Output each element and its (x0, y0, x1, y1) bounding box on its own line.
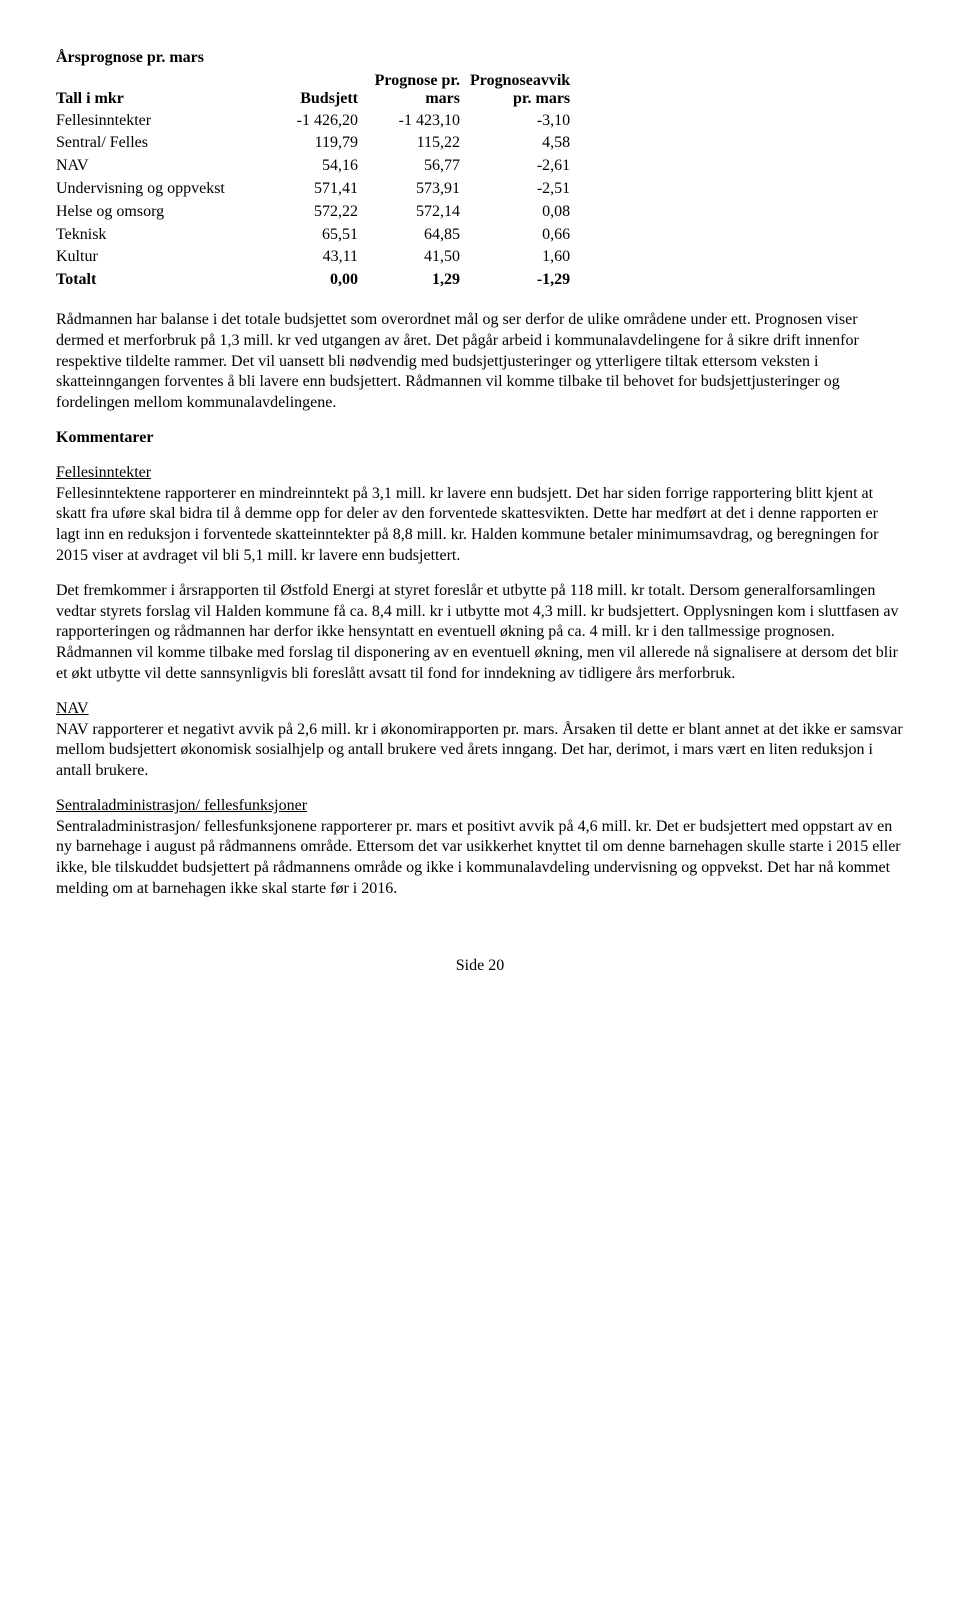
table-row: Fellesinntekter-1 426,20-1 423,10-3,10 (56, 110, 580, 133)
table-row-total: Totalt0,001,29-1,29 (56, 269, 580, 292)
row-c2: -1 423,10 (368, 110, 470, 133)
forecast-table: Tall i mkr Budsjett Prognose pr. mars Pr… (56, 71, 580, 292)
th-col3-l1: Prognoseavvik (470, 72, 570, 90)
row-c1: -1 426,20 (266, 110, 368, 133)
section-paragraph: NAV rapporterer et negativt avvik på 2,6… (56, 720, 904, 782)
th-col1-l2: Budsjett (266, 90, 358, 108)
row-label: Teknisk (56, 224, 266, 247)
section-paragraph: Det fremkommer i årsrapporten til Østfol… (56, 581, 904, 685)
row-c2: 115,22 (368, 132, 470, 155)
row-c3: 4,58 (470, 132, 580, 155)
section-title-sentral: Sentraladministrasjon/ fellesfunksjoner (56, 796, 904, 817)
row-c3: -2,51 (470, 178, 580, 201)
section-title-nav: NAV (56, 699, 904, 720)
row-c2: 41,50 (368, 246, 470, 269)
table-row: Kultur43,1141,501,60 (56, 246, 580, 269)
paragraph-intro: Rådmannen har balanse i det totale budsj… (56, 310, 904, 414)
row-c3: 1,60 (470, 246, 580, 269)
section-title-fellesinntekter: Fellesinntekter (56, 463, 904, 484)
row-c3: -2,61 (470, 155, 580, 178)
th-col3: Prognoseavvik pr. mars (470, 71, 580, 110)
row-c3: -3,10 (470, 110, 580, 133)
row-c1: 65,51 (266, 224, 368, 247)
table-row: Sentral/ Felles119,79115,224,58 (56, 132, 580, 155)
table-row: Helse og omsorg572,22572,140,08 (56, 201, 580, 224)
page-footer: Side 20 (56, 956, 904, 977)
row-c3: 0,08 (470, 201, 580, 224)
row-label: Helse og omsorg (56, 201, 266, 224)
table-row: Undervisning og oppvekst571,41573,91-2,5… (56, 178, 580, 201)
th-col2-l1: Prognose pr. (368, 72, 460, 90)
row-label: Fellesinntekter (56, 110, 266, 133)
row-c2: 64,85 (368, 224, 470, 247)
section-paragraph: Sentraladministrasjon/ fellesfunksjonene… (56, 817, 904, 900)
row-label: Sentral/ Felles (56, 132, 266, 155)
th-col2-l2: mars (368, 90, 460, 108)
row-c2: 56,77 (368, 155, 470, 178)
table-row: Teknisk65,5164,850,66 (56, 224, 580, 247)
row-c1: 572,22 (266, 201, 368, 224)
th-col2: Prognose pr. mars (368, 71, 470, 110)
row-c3: 0,66 (470, 224, 580, 247)
section-paragraph: Fellesinntektene rapporterer en mindrein… (56, 484, 904, 567)
row-c2: 572,14 (368, 201, 470, 224)
row-label: Undervisning og oppvekst (56, 178, 266, 201)
row-c2: 573,91 (368, 178, 470, 201)
row-c2: 1,29 (368, 269, 470, 292)
row-c1: 0,00 (266, 269, 368, 292)
row-label: NAV (56, 155, 266, 178)
table-row: NAV54,1656,77-2,61 (56, 155, 580, 178)
table-title: Årsprognose pr. mars (56, 48, 904, 69)
th-col1: Budsjett (266, 71, 368, 110)
row-c1: 571,41 (266, 178, 368, 201)
row-label: Totalt (56, 269, 266, 292)
row-c1: 54,16 (266, 155, 368, 178)
row-c1: 119,79 (266, 132, 368, 155)
row-label: Kultur (56, 246, 266, 269)
th-col0-l2: Tall i mkr (56, 90, 256, 108)
th-col3-l2: pr. mars (470, 90, 570, 108)
row-c1: 43,11 (266, 246, 368, 269)
row-c3: -1,29 (470, 269, 580, 292)
th-col0: Tall i mkr (56, 71, 266, 110)
kommentarer-heading: Kommentarer (56, 428, 904, 449)
